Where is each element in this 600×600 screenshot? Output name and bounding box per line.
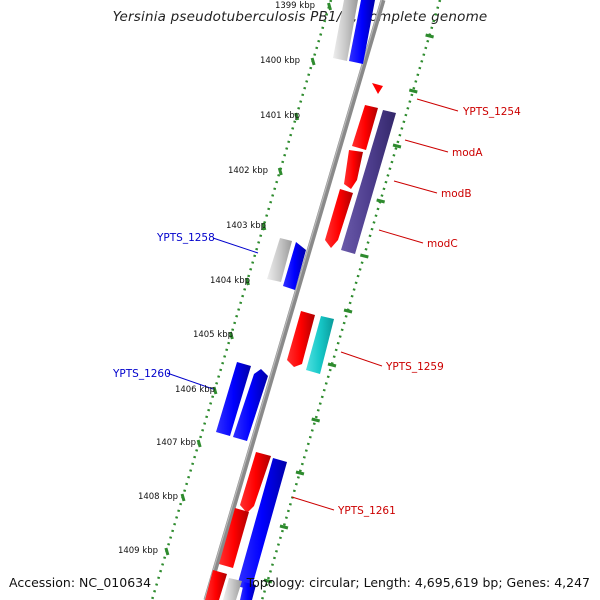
gene-blue-1399[interactable] xyxy=(349,0,375,64)
kbp-tick-left xyxy=(277,167,283,176)
callout-ypts1254 xyxy=(416,98,459,112)
genome-summary-text: Topology: circular; Length: 4,695,619 bp… xyxy=(246,575,590,590)
gene-group-ypts1260 xyxy=(216,362,268,441)
kbp-tick-right xyxy=(279,524,289,530)
gene-gray-1399[interactable] xyxy=(333,0,358,61)
kbp-tick-left xyxy=(180,493,186,502)
kbp-tick-right xyxy=(263,578,273,584)
kbp-tick-right xyxy=(359,253,369,259)
gene-purple-modc[interactable] xyxy=(341,110,396,254)
callout-ypts1260 xyxy=(166,372,214,390)
kbp-tick-left xyxy=(327,2,332,11)
kbp-tick-right xyxy=(295,470,305,476)
gene-red-1408b[interactable] xyxy=(219,508,249,568)
label-modb: modB xyxy=(441,188,472,200)
kbp-tick-right xyxy=(343,308,353,314)
genome-backbone-highlight xyxy=(203,0,383,600)
kbp-tick-right xyxy=(408,88,418,94)
gene-red-1401a[interactable] xyxy=(352,105,378,150)
kbp-label: 1406 kbp xyxy=(175,385,215,395)
gene-blue-ypts1261[interactable] xyxy=(237,458,287,590)
kbp-label: 1409 kbp xyxy=(118,546,158,556)
gene-group-ypts1261 xyxy=(205,452,287,600)
callout-moda xyxy=(404,139,449,153)
gene-red-1402[interactable] xyxy=(325,189,353,248)
kbp-label: 1405 kbp xyxy=(193,330,233,340)
gene-group-ypts1259 xyxy=(287,311,334,374)
callout-ypts1261 xyxy=(291,496,335,511)
kbp-tick-left xyxy=(212,386,218,395)
kbp-label: 1408 kbp xyxy=(138,492,178,502)
gene-group-1399-left xyxy=(333,0,375,64)
kbp-label: 1403 kbp xyxy=(226,221,266,231)
gene-red-1401b[interactable] xyxy=(344,150,363,189)
gene-group-mod xyxy=(325,105,396,254)
genome-backbone xyxy=(203,0,386,600)
callout-ypts1258 xyxy=(212,237,259,254)
kbp-tick-right xyxy=(327,362,337,368)
label-ypts1261: YPTS_1261 xyxy=(337,505,396,517)
label-modc: modC xyxy=(427,238,458,250)
kbp-label: 1400 kbp xyxy=(260,56,300,66)
label-ypts1260: YPTS_1260 xyxy=(112,368,171,380)
gene-blue-ypts1260a[interactable] xyxy=(216,362,251,436)
gene-group-ypts1258 xyxy=(267,238,306,290)
map-title: Yersinia pseudotuberculosis PB1/+, compl… xyxy=(112,9,488,25)
gene-gray-ypts1258[interactable] xyxy=(267,238,292,282)
kbp-tick-left xyxy=(196,439,202,448)
kbp-tick-left xyxy=(245,277,250,286)
kbp-tick-left xyxy=(261,222,267,231)
kbp-tick-left xyxy=(164,547,170,556)
callout-modb xyxy=(393,180,438,194)
gene-gray-1409[interactable] xyxy=(223,578,242,600)
kbp-tick-right xyxy=(425,33,434,39)
gene-red-1409[interactable] xyxy=(205,570,227,600)
label-moda: modA xyxy=(452,147,483,159)
kbp-label: 1402 kbp xyxy=(228,166,268,176)
label-ypts1254: YPTS_1254 xyxy=(462,106,521,118)
kbp-tick-left xyxy=(294,112,300,121)
kbp-label: 1401 kbp xyxy=(260,111,300,121)
accession-text: Accession: NC_010634 xyxy=(9,575,152,590)
label-ypts1258: YPTS_1258 xyxy=(156,232,215,244)
callout-modc xyxy=(378,229,424,244)
kbp-tick-right xyxy=(392,143,402,149)
kbp-label: 1407 kbp xyxy=(156,438,196,448)
gene-blue-ypts1258[interactable] xyxy=(283,242,306,290)
callout-ypts1259 xyxy=(340,351,383,367)
kbp-tick-left xyxy=(310,57,316,66)
gene-red-1405[interactable] xyxy=(287,311,315,367)
gene-red-small-1400[interactable] xyxy=(372,83,383,94)
kbp-label: 1399 kbp xyxy=(275,1,315,11)
label-ypts1259: YPTS_1259 xyxy=(385,361,444,373)
kbp-tick-left xyxy=(228,331,234,340)
gene-cyan-ypts1259[interactable] xyxy=(306,316,334,374)
kbp-tick-right xyxy=(311,417,321,423)
gene-red-1408a[interactable] xyxy=(240,452,271,513)
gene-blue-1409[interactable] xyxy=(240,582,256,600)
kbp-label: 1404 kbp xyxy=(210,276,250,286)
gene-blue-ypts1260b[interactable] xyxy=(233,369,268,441)
kbp-tick-right xyxy=(376,198,386,204)
